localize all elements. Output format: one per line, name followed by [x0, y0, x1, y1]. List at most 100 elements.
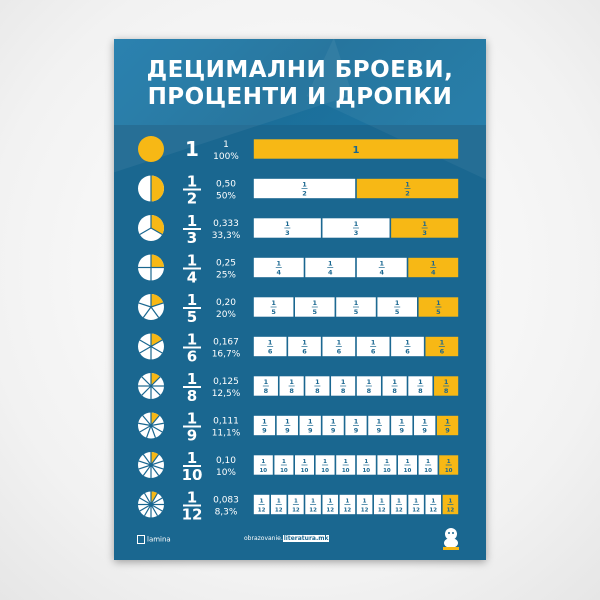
bar-cell-numerator: 1 [364, 459, 368, 465]
bar-cell-denominator: 6 [405, 348, 410, 356]
poster: ДЕЦИМАЛНИ БРОЕВИ, ПРОЦЕНТИ И ДРОПКИ 1 1 10… [114, 39, 486, 560]
bar-cell-denominator: 8 [289, 387, 294, 395]
bar-cell-numerator: 1 [406, 459, 410, 465]
pie-divider [150, 306, 160, 318]
bar-cell-denominator: 8 [392, 387, 397, 395]
decimal-value: 0,125 [213, 377, 239, 387]
bar-cell-highlight [253, 138, 459, 160]
bar-cell-denominator: 4 [328, 269, 333, 277]
bar-cell-denominator: 4 [379, 269, 384, 277]
title-line-2: ПРОЦЕНТИ И ДРОПКИ [147, 84, 453, 110]
bar-cell-numerator: 1 [341, 378, 346, 386]
bar-cell-numerator: 1 [400, 418, 405, 426]
fraction-denominator: 3 [187, 229, 197, 247]
bar-cell-denominator: 12 [361, 508, 369, 514]
bar-cell-denominator: 8 [444, 387, 449, 395]
bar-cell-numerator: 1 [302, 339, 307, 347]
fraction-numerator: 1 [187, 449, 197, 467]
bar-cell-numerator: 1 [331, 418, 336, 426]
pie-divider [150, 385, 161, 396]
bar-cell-denominator: 10 [404, 468, 412, 474]
poster-title: ДЕЦИМАЛНИ БРОЕВИ, ПРОЦЕНТИ И ДРОПКИ [114, 57, 486, 111]
bar-cell-numerator: 1 [444, 378, 449, 386]
percent-value: 8,3% [215, 508, 238, 518]
bar-cell-denominator: 9 [285, 427, 290, 435]
pie-slice [151, 175, 164, 202]
bar-cell-numerator: 1 [311, 499, 315, 505]
pie-divider [143, 504, 152, 517]
bar-cell-denominator: 8 [264, 387, 269, 395]
bar-cell-numerator: 1 [282, 459, 286, 465]
decimal-value: 0,333 [213, 219, 239, 229]
bar-cell-numerator: 1 [414, 499, 418, 505]
bar-cell-denominator: 12 [412, 508, 420, 514]
bar-cell-denominator: 9 [262, 427, 267, 435]
bar-cell-numerator: 1 [344, 459, 348, 465]
bar-cell-denominator: 12 [309, 508, 317, 514]
fraction-numerator: 1 [187, 410, 197, 428]
bar-cell-denominator: 4 [276, 269, 281, 277]
bar-cell-numerator: 1 [337, 339, 342, 347]
bar-cell-numerator: 1 [371, 339, 376, 347]
fraction-numerator: 1 [187, 291, 197, 309]
bar-cell-denominator: 10 [424, 468, 432, 474]
bar-cell-denominator: 12 [447, 508, 455, 514]
pie-divider [145, 425, 152, 438]
pie-divider [139, 339, 152, 348]
bar-cell-denominator: 12 [378, 508, 386, 514]
bar-cell-numerator: 1 [385, 459, 389, 465]
decimal-value: 0,10 [216, 456, 236, 466]
fraction-denominator: 8 [187, 387, 197, 405]
bar-cell-numerator: 1 [271, 299, 276, 307]
bar-cell-denominator: 12 [395, 508, 403, 514]
bar-cell-denominator: 5 [395, 308, 400, 316]
bar-cell-numerator: 1 [346, 499, 350, 505]
bar-cell-numerator: 1 [303, 459, 307, 465]
bar-cell-denominator: 2 [302, 190, 307, 198]
bar-cell-denominator: 8 [315, 387, 320, 395]
fraction-denominator: 9 [187, 427, 197, 445]
pie-divider [143, 492, 152, 505]
pie-divider [138, 460, 152, 466]
pie-divider [139, 345, 152, 354]
pie-divider [139, 424, 152, 433]
bar-cell-denominator: 2 [405, 190, 410, 198]
pie-slice [151, 373, 161, 386]
pie-divider [142, 415, 152, 426]
percent-value: 11,1% [212, 429, 241, 439]
pie-divider [141, 385, 152, 396]
bar-cell-denominator: 10 [362, 468, 370, 474]
bar-cell-numerator: 1 [289, 378, 294, 386]
pie-slice [138, 136, 164, 162]
percent-value: 20% [216, 310, 236, 320]
bar-cell-numerator: 1 [449, 499, 453, 505]
percent-value: 50% [216, 192, 236, 202]
bar-cell-numerator: 1 [268, 339, 273, 347]
pie-divider [150, 339, 163, 348]
pie-divider [141, 376, 152, 387]
percent-value: 33,3% [212, 231, 241, 241]
fraction-table: 1 1100%1120,5050%1212130,33333,3%13131314… [138, 136, 459, 524]
decimal-value: 0,083 [213, 496, 239, 506]
title-band [114, 39, 486, 125]
bar-cell-numerator: 1 [395, 299, 400, 307]
bar-cell-denominator: 9 [308, 427, 313, 435]
bar-cell-numerator: 1 [426, 459, 430, 465]
pie-divider [138, 422, 152, 427]
bar-cell-denominator: 9 [377, 427, 382, 435]
bar-cell-numerator: 1 [294, 499, 298, 505]
website-link[interactable]: obrazovanie.literatura.mk [244, 535, 330, 542]
fraction-numerator: 1 [187, 331, 197, 349]
bar-cell-numerator: 1 [431, 499, 435, 505]
bar-cell-denominator: 12 [275, 508, 283, 514]
percent-value: 12,5% [212, 389, 241, 399]
publisher-mark-icon [137, 535, 145, 544]
bar-cell-denominator: 10 [342, 468, 350, 474]
bar-cell-numerator: 1 [328, 260, 333, 268]
bar-cell-denominator: 5 [354, 308, 359, 316]
pie-divider [139, 227, 152, 236]
decimal-value: 0,111 [213, 417, 239, 427]
website-prefix: obrazovanie. [244, 535, 283, 542]
pie-divider [150, 454, 160, 466]
bar-cell-numerator: 1 [285, 418, 290, 426]
